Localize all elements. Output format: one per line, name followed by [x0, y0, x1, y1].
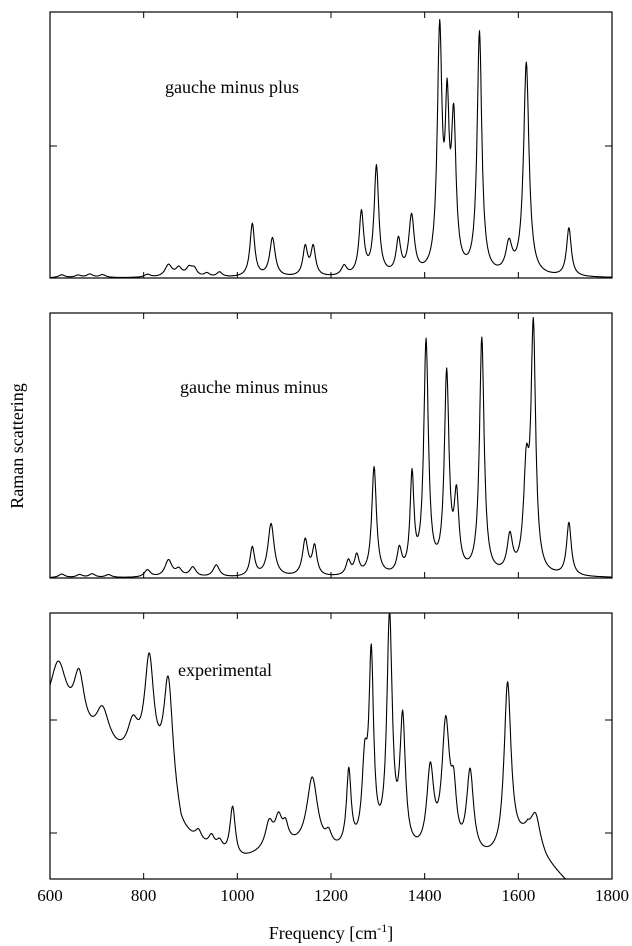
x-axis-ticks: 600 800 1000 1200 1400 1600 1800	[37, 12, 629, 905]
panel-bottom: experimental	[49, 612, 613, 880]
panel-middle-spectrum	[49, 316, 613, 578]
panel-middle: gauche minus minus	[49, 312, 613, 579]
panel-top-frame	[49, 11, 613, 279]
panel-top-label: gauche minus plus	[165, 77, 299, 97]
panel-middle-label: gauche minus minus	[180, 377, 328, 397]
x-tick-label-1200: 1200	[314, 886, 348, 905]
x-tick-label-1600: 1600	[501, 886, 535, 905]
x-tick-label-1000: 1000	[220, 886, 254, 905]
panel-bottom-spectrum	[49, 612, 613, 880]
y-axis-label: Raman scattering	[7, 383, 27, 508]
panel-top-spectrum	[49, 19, 613, 279]
x-tick-label-1400: 1400	[408, 886, 442, 905]
panel-bottom-frame	[49, 612, 613, 880]
x-tick-label-1800: 1800	[595, 886, 629, 905]
x-tick-label-800: 800	[131, 886, 157, 905]
panel-top: gauche minus plus	[49, 11, 613, 279]
panel-bottom-label: experimental	[178, 660, 272, 680]
x-axis-label-main: Frequency [cm	[269, 923, 377, 943]
x-tick-label-600: 600	[37, 886, 63, 905]
x-axis-label-end: ]	[387, 923, 393, 943]
x-axis-label: Frequency [cm-1]	[269, 921, 393, 943]
x-axis-label-sup: -1	[377, 921, 387, 935]
